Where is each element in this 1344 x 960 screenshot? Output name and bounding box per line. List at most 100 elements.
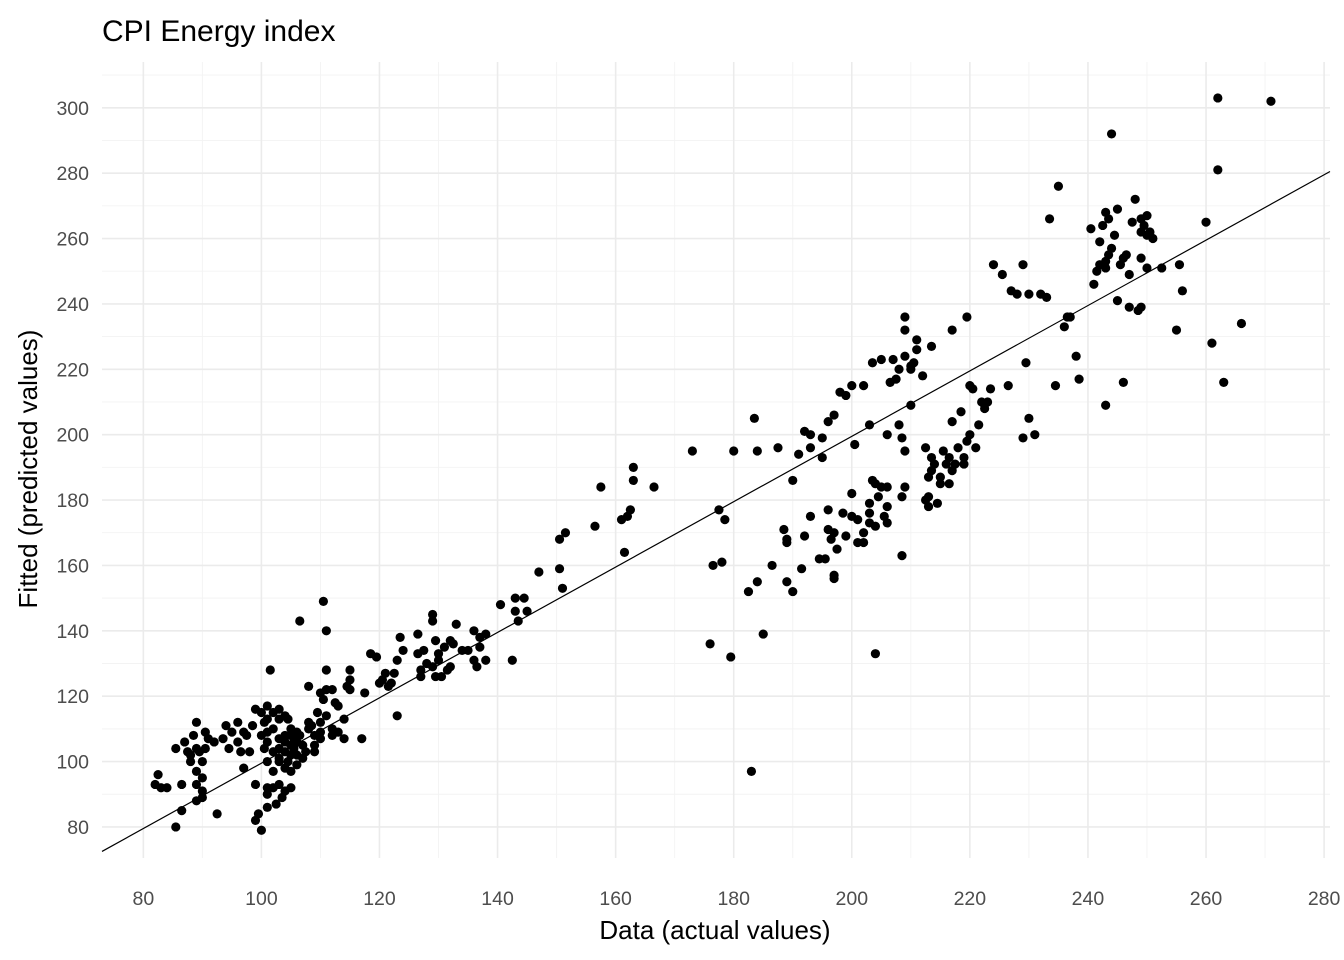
x-tick-label: 80 (132, 888, 154, 910)
x-tick-label: 140 (481, 888, 514, 910)
data-point (197, 773, 207, 783)
data-point (262, 701, 272, 711)
data-point (628, 475, 638, 486)
data-point (882, 430, 892, 440)
data-point (268, 724, 278, 734)
data-point (433, 649, 444, 659)
data-point (339, 734, 349, 744)
data-point (239, 763, 249, 773)
data-point (947, 325, 957, 335)
data-point (522, 606, 532, 616)
data-point (628, 462, 638, 472)
y-tick-label: 100 (56, 752, 89, 774)
data-point (817, 433, 827, 443)
data-point (900, 312, 910, 322)
data-point (982, 397, 993, 407)
data-point (900, 351, 910, 361)
y-tick-label: 200 (56, 425, 89, 447)
data-point (472, 662, 482, 672)
data-point (262, 737, 272, 747)
x-tick-label: 240 (1072, 888, 1105, 910)
data-point (247, 721, 258, 731)
data-point (357, 734, 367, 744)
data-point (897, 492, 907, 502)
data-point (838, 508, 848, 518)
data-point (1104, 214, 1114, 224)
data-point (233, 737, 243, 747)
data-point (858, 528, 869, 538)
data-point (1142, 263, 1152, 273)
data-point (1177, 286, 1188, 296)
data-point (596, 482, 606, 492)
data-point (321, 626, 331, 636)
data-point (1266, 96, 1276, 106)
data-point (510, 593, 520, 603)
data-point (920, 443, 931, 453)
data-point (619, 547, 630, 557)
y-tick-label: 260 (56, 229, 89, 251)
data-point (882, 482, 892, 492)
data-point (392, 655, 402, 665)
data-point (944, 479, 954, 489)
data-point (428, 609, 438, 620)
data-point (301, 747, 311, 757)
data-point (507, 655, 517, 665)
data-point (475, 642, 485, 652)
data-point (988, 260, 999, 270)
data-point (430, 636, 441, 646)
data-point (1124, 269, 1134, 280)
data-point (244, 747, 255, 757)
data-point (445, 662, 455, 672)
data-point (1030, 430, 1040, 440)
data-point (1124, 302, 1134, 312)
data-point (1236, 318, 1247, 329)
data-point (1139, 220, 1149, 231)
reference-line (101, 170, 1331, 852)
x-tick-label: 220 (954, 888, 987, 910)
data-point (448, 639, 458, 649)
data-point (935, 472, 945, 482)
data-point (1148, 233, 1158, 244)
data-point (224, 743, 234, 754)
data-point (419, 645, 429, 656)
data-point (1074, 374, 1084, 384)
x-tick-label: 100 (245, 888, 278, 910)
data-point (274, 779, 284, 790)
data-point (870, 649, 881, 659)
data-point (250, 779, 261, 790)
data-point (315, 717, 326, 727)
data-point (850, 439, 860, 450)
y-tick-label: 240 (56, 294, 89, 316)
data-point (191, 717, 202, 727)
data-point (805, 430, 816, 440)
data-point (882, 501, 892, 512)
data-point (256, 825, 267, 835)
y-tick-label: 120 (56, 686, 89, 708)
data-point (929, 459, 940, 469)
data-point (321, 665, 331, 675)
data-point (1098, 220, 1108, 231)
data-point (743, 586, 754, 597)
data-point (1112, 296, 1123, 306)
data-point (823, 416, 833, 427)
y-axis-title: Fitted (predicted values) (13, 330, 43, 609)
x-tick-label: 120 (363, 888, 396, 910)
data-point (720, 515, 730, 525)
data-point (959, 459, 969, 469)
data-point (858, 381, 869, 391)
data-point (853, 515, 863, 525)
data-point (321, 711, 331, 721)
data-point (395, 632, 405, 642)
data-point (1089, 279, 1099, 289)
data-point (788, 475, 798, 486)
y-tick-label: 180 (56, 490, 89, 512)
data-point (858, 537, 869, 548)
data-point (749, 413, 759, 423)
data-point (416, 665, 426, 675)
data-point (318, 596, 328, 606)
data-point (794, 449, 804, 459)
data-point (283, 714, 293, 724)
data-point (185, 756, 196, 767)
data-point (386, 678, 396, 688)
data-point (847, 381, 857, 391)
